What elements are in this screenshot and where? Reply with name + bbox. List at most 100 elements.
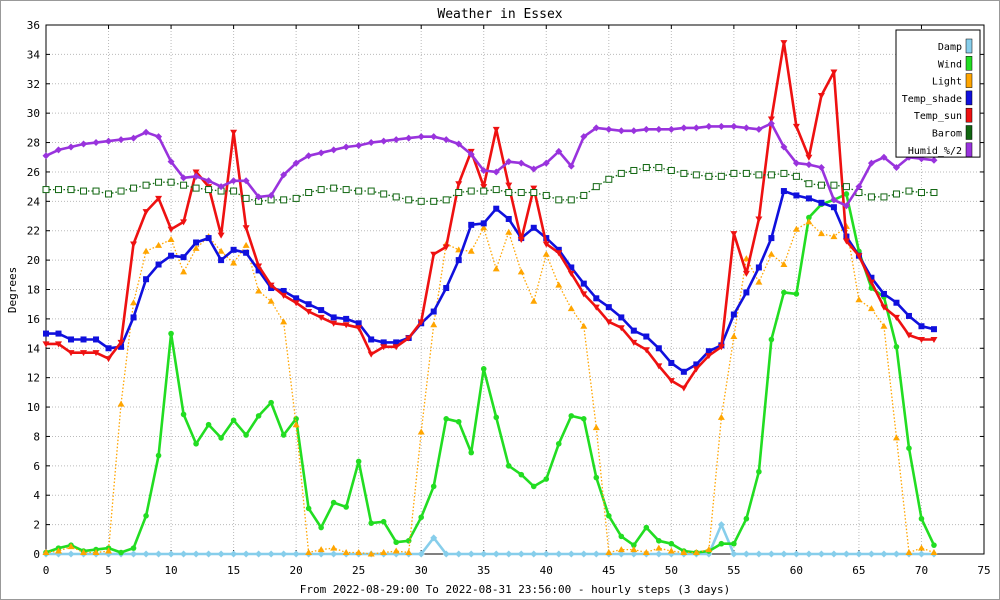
barom-point <box>680 169 688 177</box>
temp-shade-point <box>455 257 462 264</box>
temp-shade-point <box>280 287 287 294</box>
temp-sun-point <box>655 363 663 370</box>
humid-2-point <box>92 139 100 147</box>
humid-2-point <box>480 166 488 174</box>
damp-point <box>205 550 213 558</box>
wind-point <box>118 549 124 556</box>
light-point <box>567 305 575 312</box>
damp-point <box>817 550 825 558</box>
damp-point <box>567 550 575 558</box>
barom-point <box>405 196 413 204</box>
light-point <box>592 424 600 431</box>
temp-shade-point <box>143 276 150 283</box>
temp-sun-point <box>180 219 188 226</box>
barom-point <box>455 189 463 197</box>
wind-point <box>255 413 262 419</box>
temp-shade-point <box>218 257 225 264</box>
damp-point <box>417 550 425 558</box>
temp-sun-point <box>880 304 888 311</box>
light-point <box>555 281 563 288</box>
y-tick-label: 26 <box>27 166 40 179</box>
temp-shade-point <box>930 326 937 333</box>
temp-sun-point <box>830 69 838 76</box>
y-tick-label: 16 <box>27 313 40 326</box>
series-light <box>42 218 938 557</box>
temp-sun-point <box>680 385 688 392</box>
wind-point <box>893 344 900 350</box>
light-point <box>817 230 825 237</box>
damp-point <box>717 521 725 529</box>
barom-point <box>92 187 100 195</box>
temp-sun-point <box>692 366 700 373</box>
humid-2-point <box>880 153 888 161</box>
humid-2-point <box>67 143 75 151</box>
temp-sun-point <box>92 350 100 357</box>
humid-2-point <box>317 149 325 157</box>
y-tick-label: 6 <box>33 460 40 473</box>
damp-point <box>230 550 238 558</box>
humid-2-point <box>642 125 650 133</box>
barom-point <box>117 187 125 195</box>
barom-point <box>780 169 788 177</box>
light-point <box>92 549 100 556</box>
temp-sun-point <box>705 353 713 360</box>
x-tick-label: 35 <box>477 564 490 577</box>
temp-shade-point <box>205 235 212 242</box>
light-point <box>292 421 300 428</box>
series-group <box>42 40 938 558</box>
wind-point <box>130 545 137 551</box>
damp-point <box>867 550 875 558</box>
wind-point <box>768 336 775 343</box>
temp-shade-point <box>505 215 512 222</box>
light-point <box>655 544 663 551</box>
temp-shade-point <box>555 246 562 253</box>
light-point <box>692 549 700 556</box>
barom-point <box>492 186 500 194</box>
temp-shade-point <box>493 205 500 212</box>
x-tick-label: 40 <box>540 564 553 577</box>
wind-point <box>781 289 787 296</box>
light-point <box>667 547 675 554</box>
humid-2-point <box>517 159 525 167</box>
wind-point <box>268 399 274 406</box>
temp-sun-point <box>717 344 725 351</box>
barom-point <box>130 184 138 192</box>
wind-point <box>380 518 387 525</box>
legend-label-damp: Damp <box>938 42 962 53</box>
wind-point <box>631 542 637 548</box>
temp-sun-point <box>505 182 513 189</box>
temp-shade-point <box>368 336 375 343</box>
temp-sun-point <box>317 314 325 321</box>
damp-point <box>267 550 275 558</box>
barom-point <box>155 178 163 186</box>
barom-point <box>892 190 900 198</box>
light-point <box>342 549 350 556</box>
temp-sun-point <box>580 291 588 298</box>
temp-shade-point <box>880 290 887 297</box>
light-point <box>905 549 913 556</box>
humid-2-point <box>755 125 763 133</box>
damp-point <box>617 550 625 558</box>
light-point <box>280 318 288 325</box>
humid-2-point <box>167 158 175 166</box>
temp-shade-point <box>755 264 762 271</box>
barom-point <box>505 189 513 197</box>
temp-sun-point <box>730 231 738 238</box>
wind-point <box>355 458 362 465</box>
damp-point <box>805 550 813 558</box>
damp-point <box>155 550 163 558</box>
temp-sun-point <box>430 251 438 258</box>
humid-2-point <box>305 152 313 160</box>
x-tick-label: 0 <box>43 564 50 577</box>
temp-shade-point <box>305 301 312 308</box>
temp-shade-point <box>805 195 812 202</box>
light-point <box>455 246 463 253</box>
humid-2-point <box>817 164 825 172</box>
damp-point <box>167 550 175 558</box>
barom-point <box>817 181 825 189</box>
temp-sun-point <box>480 184 488 191</box>
damp-point <box>780 550 788 558</box>
temp-sun-point <box>355 325 363 332</box>
wind-point <box>368 520 374 526</box>
temp-sun-line <box>46 41 934 390</box>
